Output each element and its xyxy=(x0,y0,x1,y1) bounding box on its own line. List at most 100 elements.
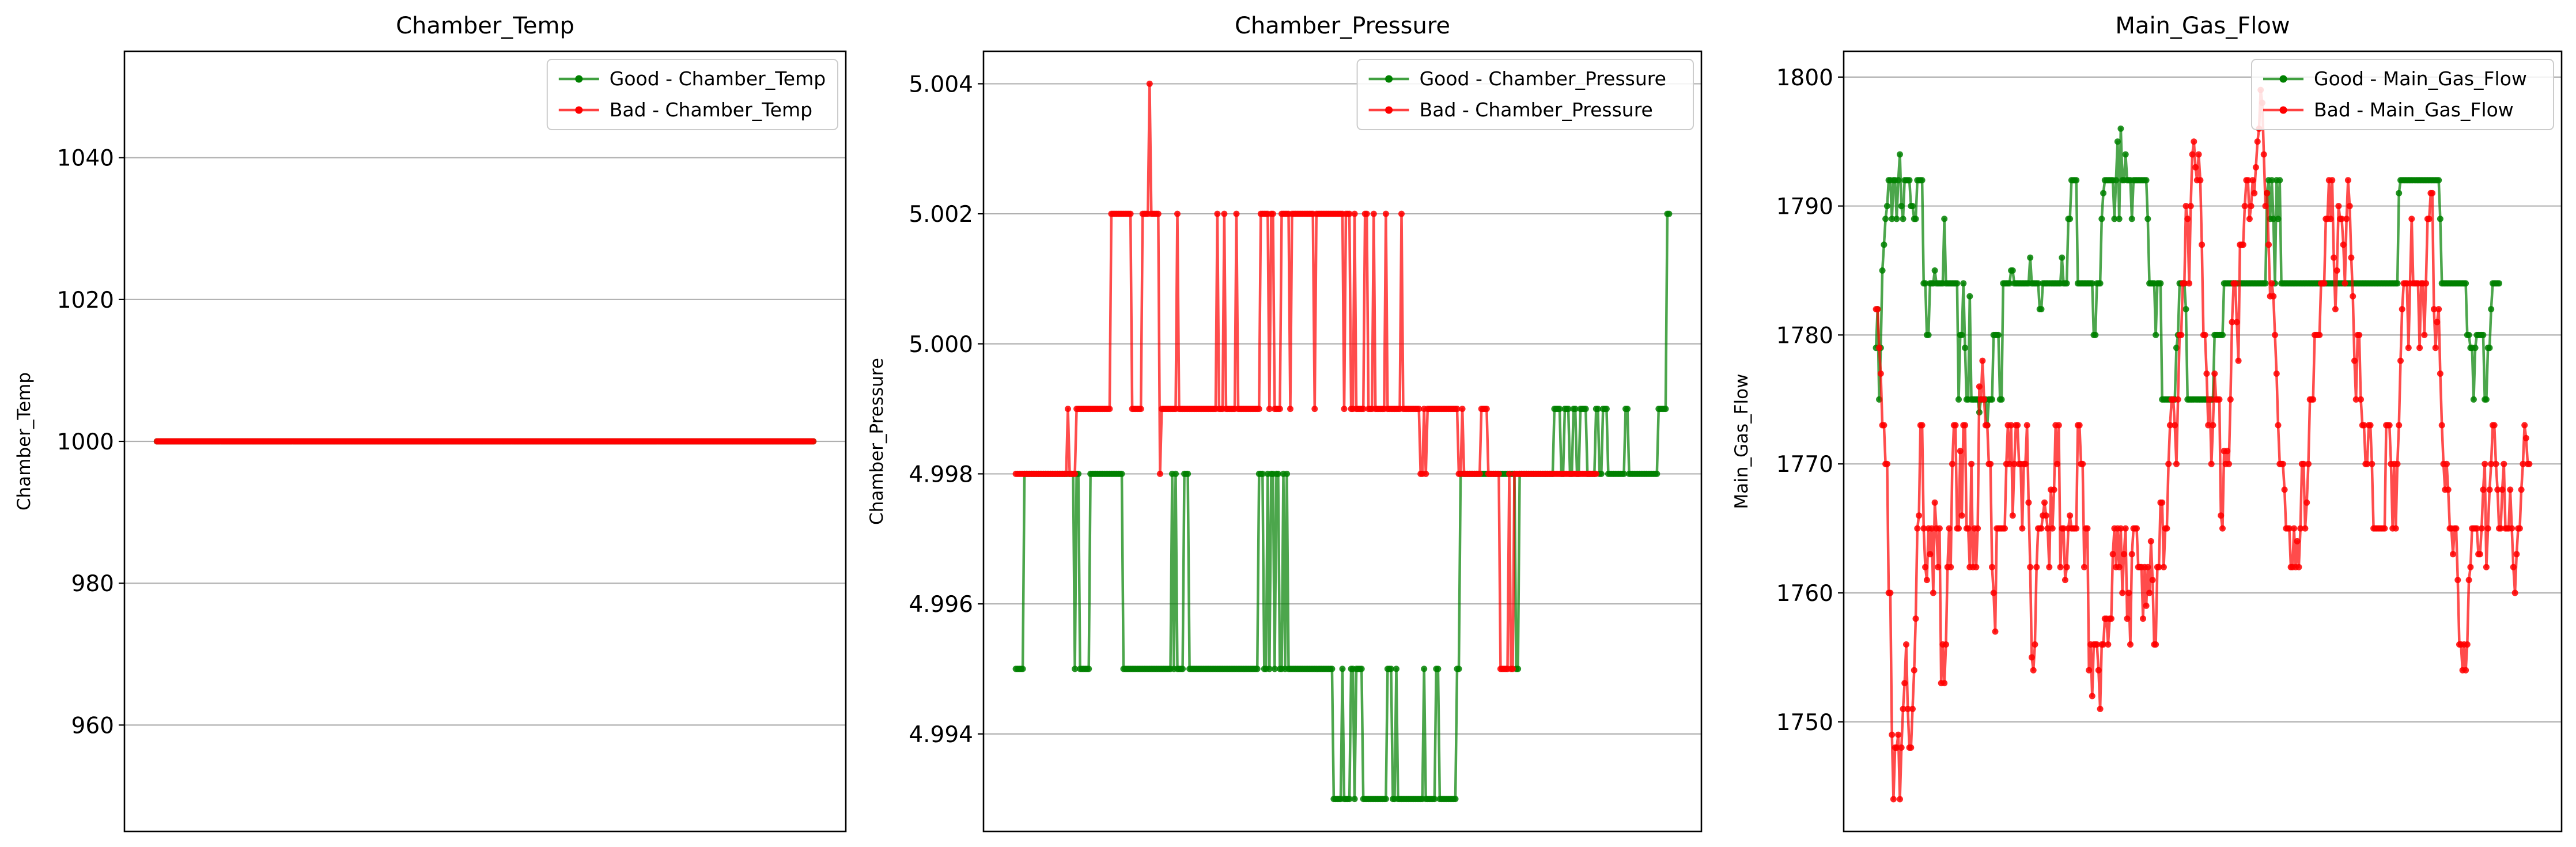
y-tick-label: 1020 xyxy=(57,288,114,313)
data-point xyxy=(2210,422,2216,429)
data-point xyxy=(1922,280,1929,287)
data-point xyxy=(2303,499,2310,506)
data-point xyxy=(2181,280,2188,287)
data-point xyxy=(2430,306,2437,313)
data-point xyxy=(1962,345,1969,351)
data-point xyxy=(1019,666,1026,672)
y-tick-label: 1780 xyxy=(1776,323,1833,349)
legend-item: Good - Chamber_Temp xyxy=(558,67,826,90)
data-point xyxy=(2472,345,2479,351)
data-point xyxy=(1923,577,1930,584)
data-point xyxy=(2094,641,2100,648)
data-point xyxy=(1435,666,1442,672)
data-point xyxy=(2396,190,2403,196)
data-point xyxy=(2127,641,2134,648)
data-point xyxy=(2443,460,2450,467)
data-point xyxy=(2462,280,2469,287)
data-point xyxy=(1946,525,1953,532)
data-point xyxy=(2482,460,2488,467)
data-point xyxy=(1973,564,1980,570)
data-point xyxy=(1233,210,1240,217)
data-point xyxy=(2163,525,2170,532)
legend-item: Bad - Main_Gas_Flow xyxy=(2263,99,2514,121)
data-point xyxy=(1287,406,1293,413)
data-point xyxy=(2265,241,2272,248)
data-point xyxy=(2089,693,2095,699)
legend-box xyxy=(2251,59,2554,130)
data-point xyxy=(2510,564,2517,570)
data-point xyxy=(2055,422,2062,429)
data-point xyxy=(1990,589,1997,596)
data-point xyxy=(2262,203,2269,210)
data-point xyxy=(1890,796,1897,803)
series-bad xyxy=(1012,80,1599,672)
data-point xyxy=(1284,470,1290,477)
data-point xyxy=(2346,203,2353,210)
data-point xyxy=(1393,666,1399,672)
data-point xyxy=(2273,370,2280,377)
data-point xyxy=(2079,460,2086,467)
data-point xyxy=(2521,422,2528,429)
data-point xyxy=(2356,331,2363,338)
data-point xyxy=(1984,422,1991,429)
data-point xyxy=(1916,512,1923,519)
data-point xyxy=(1903,641,1909,648)
data-point xyxy=(2252,164,2259,171)
data-point xyxy=(2240,241,2246,248)
data-point xyxy=(1979,357,1986,364)
data-point xyxy=(2513,551,2520,558)
data-point xyxy=(1911,667,1917,674)
data-point xyxy=(1594,406,1601,413)
chart-panels: 960 980 1000 1020 1040 Chamber_Temp Chamber_Te… xyxy=(14,13,2563,833)
data-point xyxy=(2120,551,2127,558)
data-point xyxy=(2098,215,2105,222)
data-point xyxy=(1506,470,1512,477)
data-point xyxy=(2476,551,2483,558)
data-point xyxy=(2073,177,2080,184)
data-point xyxy=(1922,564,1929,570)
data-point xyxy=(2381,525,2388,532)
data-point xyxy=(2478,525,2485,532)
data-point xyxy=(1423,470,1429,477)
data-point xyxy=(2178,331,2185,338)
data-point xyxy=(2351,357,2358,364)
chart-panel-3: 1750 1760 1770 1780 1790 1800 Main_Gas_Flow Mai… xyxy=(1731,13,2563,833)
data-point xyxy=(2438,422,2445,429)
data-point xyxy=(2111,215,2118,222)
data-point xyxy=(1214,210,1221,217)
data-point xyxy=(2396,422,2403,429)
data-point xyxy=(1065,406,1071,413)
data-point xyxy=(2057,564,2064,570)
data-point xyxy=(1360,406,1367,413)
y-tick-label: 4.998 xyxy=(909,462,973,487)
data-point xyxy=(2434,319,2441,326)
data-point xyxy=(2019,525,2026,532)
legend-item: Good - Main_Gas_Flow xyxy=(2263,67,2527,90)
data-point xyxy=(2186,280,2193,287)
data-point xyxy=(2497,525,2504,532)
data-point xyxy=(1266,666,1273,672)
data-point xyxy=(2251,190,2258,196)
data-point xyxy=(1072,666,1079,672)
data-point xyxy=(2465,331,2472,338)
data-point xyxy=(2109,551,2116,558)
data-point xyxy=(1329,666,1336,672)
data-point xyxy=(2219,331,2226,338)
data-point xyxy=(2073,525,2080,532)
data-point xyxy=(2155,564,2162,570)
data-point xyxy=(2279,460,2286,467)
data-point xyxy=(2089,280,2095,287)
data-point xyxy=(1882,215,1889,222)
data-point xyxy=(2473,525,2480,532)
data-point xyxy=(1603,406,1610,413)
y-tick-label: 1040 xyxy=(57,146,114,172)
data-point xyxy=(2201,331,2208,338)
data-point xyxy=(2408,215,2415,222)
data-point xyxy=(2268,280,2275,287)
data-point xyxy=(1914,525,1921,532)
data-point xyxy=(1887,589,1894,596)
series-good xyxy=(1873,125,2502,429)
data-point xyxy=(2484,525,2491,532)
data-point xyxy=(1919,177,1926,184)
